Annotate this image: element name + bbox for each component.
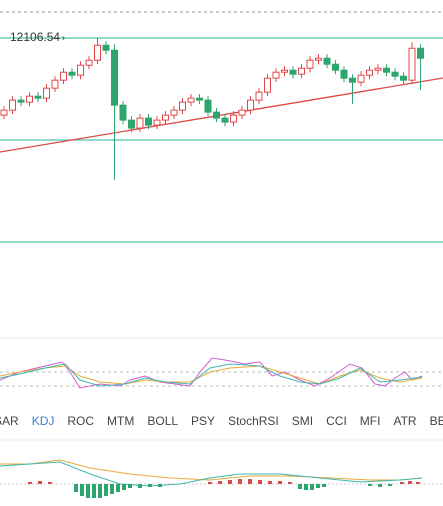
indicator-tab[interactable]: ATR [393, 414, 416, 428]
candle-body [34, 95, 42, 99]
candle-body [26, 95, 33, 103]
indicator-tabs: SAR KDJ ROC MTM BOLL PSY StochRSI SMI CCI MFI ATR B… [0, 414, 443, 428]
candle-body [349, 77, 356, 83]
candle-body [255, 91, 263, 101]
macd-dif [0, 461, 423, 487]
candle-body [230, 114, 237, 123]
candle-body [281, 69, 288, 73]
candle-body [119, 104, 127, 121]
indicator-tab[interactable]: KDJ [32, 414, 55, 428]
indicator-tab[interactable]: CCI [326, 414, 347, 428]
kdj-j-line [0, 357, 423, 389]
candle-body [238, 109, 246, 116]
indicator-tab[interactable]: PSY [191, 414, 215, 428]
candle-body [179, 101, 186, 111]
candle-body [9, 99, 16, 111]
macd-hist-up [28, 479, 420, 484]
trend-line [0, 77, 443, 153]
indicator-tab[interactable]: StochRSI [228, 414, 279, 428]
candle-body [417, 47, 424, 59]
price-arrow: › [62, 32, 65, 42]
candle-body [289, 69, 297, 75]
indicator-tab[interactable]: BBW [430, 414, 443, 428]
candle-body [170, 109, 178, 116]
candle-body [196, 97, 203, 101]
candle-body [17, 99, 25, 103]
candle-body [60, 71, 67, 81]
candle-body [264, 77, 271, 93]
indicator-tab[interactable]: BOLL [147, 414, 178, 428]
candle-body [43, 87, 50, 99]
macd-hist-down [74, 484, 392, 498]
price-label: 12106.54 [10, 30, 60, 44]
candle-body [162, 114, 169, 121]
indicator-tab[interactable]: SMI [292, 414, 313, 428]
candle-body [0, 109, 8, 116]
candle-body [400, 75, 407, 81]
candle-body [247, 99, 254, 111]
candle-body [68, 71, 76, 76]
candle-body [102, 44, 110, 51]
candle-body [77, 64, 84, 76]
candle-body [111, 49, 118, 106]
macd-dea [0, 459, 423, 481]
candle-body [94, 44, 101, 61]
candle-body [408, 47, 416, 81]
candle-body [51, 79, 59, 89]
candle-body [213, 111, 220, 119]
candle-body [187, 97, 195, 103]
candle-body [357, 74, 365, 83]
candles [0, 38, 424, 180]
candle-body [221, 117, 229, 123]
candle-body [332, 63, 339, 71]
candle-body [85, 59, 93, 66]
indicator-tab[interactable]: MFI [360, 414, 381, 428]
candle-body [153, 119, 161, 126]
indicator-tab[interactable]: ROC [67, 414, 94, 428]
candle-body [298, 67, 305, 75]
indicator-tab[interactable]: MTM [107, 414, 134, 428]
candle-body [145, 117, 152, 126]
candle-body [383, 67, 390, 73]
candle-body [272, 71, 280, 79]
candle-body [340, 69, 348, 79]
indicator-tab[interactable]: SAR [0, 414, 19, 428]
candle-body [306, 59, 314, 69]
candle-body [128, 119, 135, 129]
candle-body [374, 67, 382, 71]
candle-body [315, 57, 322, 61]
candle-body [136, 117, 144, 129]
candle-body [323, 57, 331, 65]
candle-body [204, 99, 212, 113]
kdj-k-line [0, 363, 423, 387]
candle-body [391, 71, 399, 77]
candle-body [366, 69, 373, 76]
